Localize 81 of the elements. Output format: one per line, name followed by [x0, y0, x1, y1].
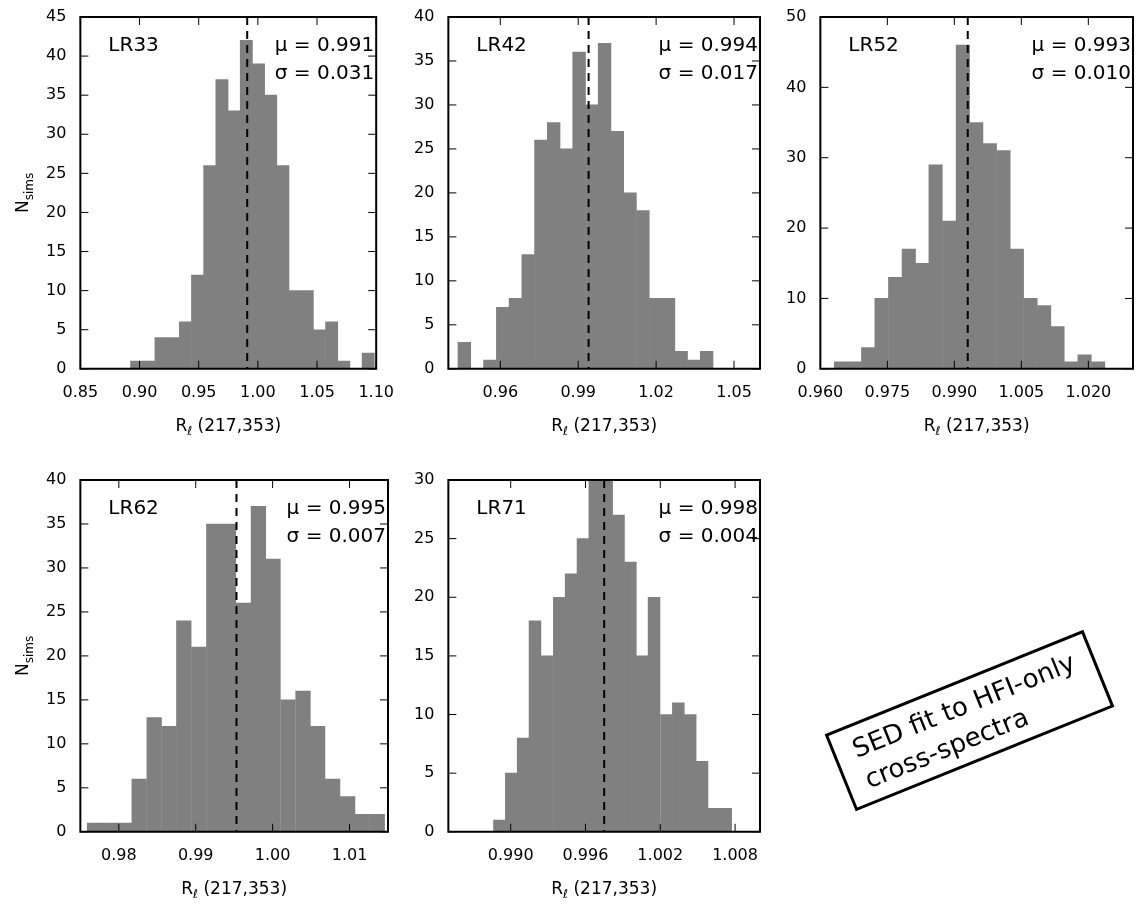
y-tick-label: 25: [414, 138, 435, 158]
y-tick-label: 35: [414, 50, 435, 70]
annotation: LR42: [476, 32, 527, 56]
y-tick-label: 15: [46, 689, 67, 709]
x-tick-label: 1.002: [637, 844, 684, 864]
y-tick-label: 0: [424, 357, 435, 377]
y-tick-label: 10: [46, 733, 67, 753]
annotation: LR62: [108, 495, 159, 519]
x-tick-label: 1.01: [331, 844, 368, 864]
y-tick-label: 5: [56, 776, 67, 796]
x-tick-label: 1.02: [638, 381, 674, 401]
y-tick-label: 0: [796, 357, 807, 377]
y-tick-label: 40: [414, 6, 435, 26]
y-tick-label: 40: [786, 76, 807, 96]
annotation: σ = 0.017: [658, 60, 758, 84]
annotation: σ = 0.010: [1031, 60, 1131, 84]
annotation: σ = 0.004: [658, 523, 758, 547]
y-tick-label: 20: [786, 217, 807, 237]
x-tick-label: 1.008: [712, 844, 758, 864]
y-tick-label: 0: [56, 357, 67, 377]
y-tick-label: 10: [46, 279, 67, 299]
y-axis-title: Nsims: [12, 172, 36, 214]
x-tick-label: 0.99: [177, 844, 214, 864]
x-tick-label: 1.05: [716, 381, 752, 401]
y-tick-label: 20: [414, 586, 435, 606]
x-tick-label: 1.020: [1065, 381, 1112, 401]
y-tick-label: 25: [46, 601, 67, 621]
y-tick-label: 15: [414, 645, 435, 665]
annotation: μ = 0.995: [286, 495, 386, 519]
y-tick-label: 40: [46, 45, 67, 65]
y-tick-label: 15: [46, 240, 67, 260]
x-tick-label: 1.00: [240, 381, 276, 401]
y-tick-label: 25: [46, 162, 67, 182]
annotation: μ = 0.993: [1031, 32, 1131, 56]
y-tick-label: 0: [56, 820, 67, 840]
annotation: μ = 0.998: [658, 495, 758, 519]
y-tick-label: 45: [46, 6, 67, 26]
y-tick-label: 10: [414, 703, 435, 723]
x-tick-label: 0.99: [560, 381, 597, 401]
y-tick-label: 20: [46, 201, 67, 221]
x-tick-label: 0.960: [797, 381, 844, 401]
annotation: μ = 0.991: [274, 32, 375, 56]
x-tick-label: 0.98: [101, 844, 137, 864]
x-tick-label: 0.95: [180, 381, 217, 401]
x-tick-label: 0.85: [62, 381, 99, 401]
y-tick-label: 30: [46, 123, 67, 143]
y-tick-label: 10: [786, 287, 807, 307]
annotation: σ = 0.007: [286, 523, 386, 547]
annotation: σ = 0.031: [274, 60, 375, 84]
y-tick-label: 5: [56, 318, 67, 338]
annotation: LR52: [848, 32, 899, 56]
y-tick-label: 5: [424, 313, 435, 333]
y-tick-label: 25: [414, 527, 435, 547]
y-tick-label: 30: [414, 94, 435, 114]
x-tick-label: 1.05: [299, 381, 335, 401]
y-tick-label: 20: [414, 182, 435, 202]
x-tick-label: 1.00: [254, 844, 291, 864]
x-tick-label: 0.990: [931, 381, 978, 401]
x-tick-label: 1.10: [358, 381, 394, 401]
annotation: LR33: [108, 32, 159, 56]
y-tick-label: 0: [424, 820, 435, 840]
y-tick-label: 30: [786, 146, 807, 166]
x-tick-label: 0.990: [487, 844, 534, 864]
y-tick-label: 35: [46, 513, 67, 533]
y-tick-label: 30: [46, 557, 67, 577]
y-axis-title: Nsims: [12, 635, 36, 677]
x-tick-label: 0.96: [482, 381, 519, 401]
y-tick-label: 5: [424, 762, 435, 782]
x-tick-label: 0.996: [562, 844, 609, 864]
y-tick-label: 20: [46, 645, 67, 665]
x-tick-label: 1.005: [998, 381, 1045, 401]
y-tick-label: 40: [46, 469, 67, 489]
annotation: LR71: [476, 495, 527, 519]
y-tick-label: 10: [414, 270, 435, 290]
y-tick-label: 15: [414, 226, 435, 246]
y-tick-label: 50: [786, 6, 807, 26]
x-tick-label: 0.975: [864, 381, 911, 401]
annotation: μ = 0.994: [658, 32, 758, 56]
x-tick-label: 0.90: [121, 381, 158, 401]
y-tick-label: 30: [414, 469, 435, 489]
y-tick-label: 35: [46, 84, 67, 104]
